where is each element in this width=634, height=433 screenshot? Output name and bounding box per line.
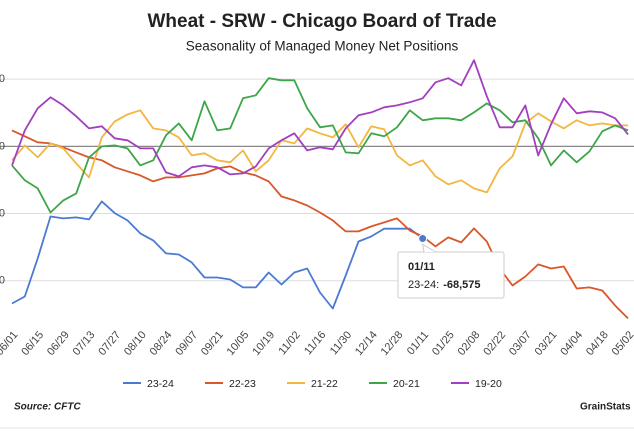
- x-tick-label: 11/16: [302, 329, 328, 357]
- x-tick-label: 06/29: [45, 329, 72, 358]
- brand: GrainStats: [580, 402, 631, 413]
- legend-label: 20-21: [393, 378, 420, 390]
- x-tick-label: 07/27: [96, 329, 123, 358]
- series-line: [11, 129, 629, 320]
- series-line: [11, 200, 424, 310]
- source-note: Source: CFTC: [14, 402, 81, 413]
- tooltip-box: [397, 251, 505, 299]
- tooltip-title: 01/11: [408, 261, 435, 273]
- legend-label: 22-23: [229, 378, 256, 390]
- x-tick-label: 12/28: [379, 329, 406, 358]
- x-tick-label: 01/11: [405, 329, 431, 357]
- x-tick-label: 08/24: [148, 329, 175, 358]
- tooltip-value: 23-24: -68,575: [408, 279, 481, 291]
- y-tick-label: 50,000: [0, 73, 5, 85]
- x-tick-label: 07/13: [71, 329, 98, 358]
- chart-title: Wheat - SRW - Chicago Board of Trade: [147, 11, 496, 32]
- legend-label: 19-20: [475, 378, 502, 390]
- x-tick-label: 03/21: [533, 329, 560, 358]
- x-tick-label: 12/14: [353, 329, 380, 358]
- y-tick-label: -100,000: [0, 275, 5, 287]
- series-line: [11, 109, 628, 194]
- x-tick-label: 01/25: [430, 329, 457, 358]
- x-tick-label: 05/02: [610, 329, 634, 358]
- y-tick-label: 0: [0, 140, 5, 152]
- x-tick-label: 02/08: [456, 329, 483, 358]
- tooltip-pointer: [421, 243, 437, 253]
- x-tick-label: 09/07: [173, 329, 200, 358]
- tooltip-number: -68,575: [443, 279, 480, 291]
- x-tick-label: 09/21: [199, 329, 226, 358]
- legend-label: 23-24: [147, 378, 174, 390]
- x-tick-label: 11/02: [276, 329, 302, 357]
- chart-subtitle: Seasonality of Managed Money Net Positio…: [186, 39, 459, 54]
- x-tick-label: 04/04: [558, 329, 585, 358]
- series-line: [11, 59, 629, 178]
- x-tick-label: 04/18: [584, 329, 611, 358]
- x-tick-label: 06/01: [0, 329, 21, 358]
- x-tick-label: 02/22: [481, 329, 508, 358]
- y-tick-label: -50,000: [0, 207, 5, 219]
- x-tick-label: 10/19: [250, 329, 277, 358]
- series-line: [11, 77, 629, 214]
- x-tick-label: 10/05: [225, 329, 252, 358]
- tooltip-point: [418, 233, 428, 243]
- tooltip-series: 23-24:: [408, 279, 439, 291]
- x-tick-label: 11/30: [328, 329, 354, 357]
- legend-label: 21-22: [311, 378, 338, 390]
- x-tick-label: 06/15: [19, 329, 46, 358]
- x-tick-label: 03/07: [507, 329, 534, 358]
- x-tick-label: 08/10: [122, 329, 149, 358]
